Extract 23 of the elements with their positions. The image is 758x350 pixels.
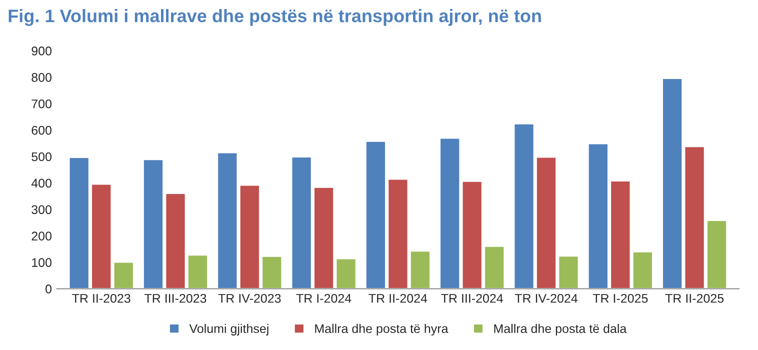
x-tick-label: TR II-2023 [72,294,130,303]
legend-label: Mallra dhe posta të dala [494,324,627,336]
y-tick-label: 100 [32,258,52,267]
x-tick-label: TR III-2024 [441,294,503,303]
y-tick-label: 400 [31,178,52,188]
x-tick-label: TR I-2024 [296,294,352,303]
x-tick-label: TR I-2025 [592,294,648,303]
y-tick-label: 800 [32,72,52,82]
x-tick-label: TR IV-2023 [218,294,281,303]
y-tick-label: 300 [32,205,52,214]
chart-title: Fig. 1 Volumi i mallrave dhe postës në transportin ajror, në ton [8,9,541,26]
y-tick-label: 900 [32,46,52,56]
y-tick-label: 700 [32,99,52,108]
legend-label: Volumi gjithsej [189,324,268,336]
y-tick-label: 600 [32,126,52,135]
y-tick-label: 500 [32,152,52,162]
y-tick-label: 200 [32,232,52,241]
y-tick-label: 0 [46,284,52,294]
x-tick-label: TR II-2025 [665,294,724,303]
legend-label: Mallra dhe posta të hyra [315,324,448,336]
x-tick-label: TR IV-2024 [514,294,578,303]
x-tick-label: TR III-2023 [144,294,206,303]
x-tick-label: TR II-2024 [368,294,428,303]
